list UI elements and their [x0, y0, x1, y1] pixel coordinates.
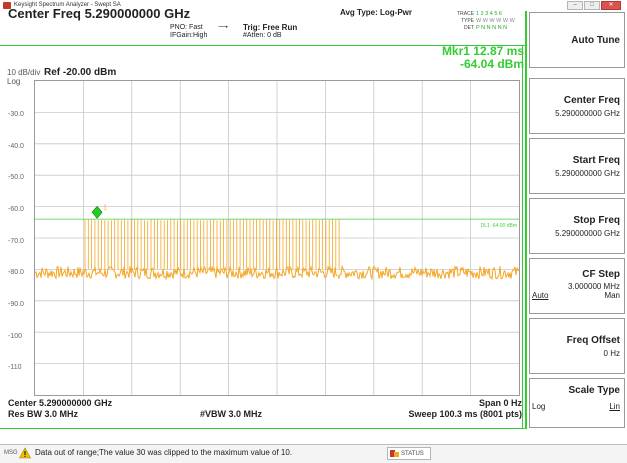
graticule-grid — [35, 81, 519, 395]
window-titlebar: Keysight Spectrum Analyzer - Swept SA – … — [0, 0, 627, 11]
spectrum-display[interactable]: DL1 -64.00 dBm 1 — [34, 80, 520, 396]
avg-type: Avg Type: Log-Pwr — [340, 8, 412, 17]
trace-label: TRACE — [457, 11, 474, 17]
display-line-label: DL1 -64.00 dBm — [481, 223, 517, 229]
softkey-title: Freq Offset — [566, 335, 620, 346]
softkey-title: Scale Type — [568, 385, 620, 396]
center-freq-title: Center Freq 5.290000000 GHz — [8, 6, 191, 21]
scale-type-log-option: Log — [532, 402, 546, 411]
status-bar: MSG Data out of range;The value 30 was c… — [0, 444, 627, 463]
frame-line-bottom — [0, 428, 525, 429]
maximize-button[interactable]: □ — [584, 1, 600, 10]
pulse-trace — [84, 219, 340, 270]
scale-mode: Log — [7, 77, 21, 86]
softkey-panel: Auto Tune Center Freq 5.290000000 GHz St… — [525, 11, 627, 429]
y-tick-label: -100 — [8, 333, 23, 340]
trace-detectors: P N N N N N — [476, 25, 508, 31]
noise-floor-trace — [34, 264, 520, 281]
msg-label: MSG — [4, 450, 18, 456]
softkey-freq-offset[interactable]: Freq Offset 0 Hz — [529, 318, 625, 374]
y-tick-label: -40.0 — [8, 143, 24, 150]
marker-diamond-icon — [91, 205, 103, 219]
scale-per-div: 10 dB/div — [7, 68, 41, 77]
y-tick-label: -50.0 — [8, 174, 24, 181]
softkey-stop-freq[interactable]: Stop Freq 5.290000000 GHz — [529, 198, 625, 254]
arrow-icon: ⟶ — [218, 24, 229, 31]
softkey-title: Auto Tune — [571, 35, 620, 46]
window-controls: – □ ✕ — [566, 1, 621, 10]
status-button-label: STATUS — [401, 451, 424, 457]
trace-numbers: 1 2 3 4 5 6 — [476, 11, 502, 17]
minimize-button[interactable]: – — [567, 1, 583, 10]
y-tick-label: -30.0 — [8, 111, 24, 118]
close-button[interactable]: ✕ — [601, 1, 621, 10]
status-button[interactable]: STATUS — [387, 447, 431, 460]
y-tick-label: -110 — [8, 364, 22, 371]
ifgain-setting: IFGain:High — [170, 32, 208, 39]
span-annotation: Span 0 Hz — [478, 398, 522, 408]
softkey-value: 3.000000 MHz — [567, 282, 620, 291]
softkey-value: 5.290000000 GHz — [555, 169, 620, 178]
app-icon — [3, 2, 11, 9]
window-title: Keysight Spectrum Analyzer - Swept SA — [14, 2, 121, 8]
softkey-value: 5.290000000 GHz — [555, 109, 620, 118]
y-tick-label: -70.0 — [8, 238, 24, 245]
softkey-cf-step[interactable]: CF Step 3.000000 MHz Auto Man — [529, 258, 625, 314]
trace-plot: DL1 -64.00 dBm 1 — [34, 81, 520, 395]
marker-readout-level: -64.04 dBm — [459, 57, 524, 71]
attenuation-setting: #Atten: 0 dB — [243, 32, 282, 39]
softkey-title: Start Freq — [572, 155, 620, 166]
softkey-title: Center Freq — [563, 95, 620, 106]
y-tick-label: -60.0 — [8, 206, 24, 213]
marker-1: 1 — [91, 204, 107, 219]
cf-step-man-option: Man — [604, 291, 620, 300]
display-line: DL1 -64.00 dBm — [35, 218, 519, 229]
vbw-annotation: #VBW 3.0 MHz — [200, 409, 263, 419]
center-frequency-annotation: Center 5.290000000 GHz — [8, 398, 113, 408]
y-tick-label: -80.0 — [8, 269, 24, 276]
trace-labels: TRACE TYPE DET — [444, 11, 474, 32]
trace-types: W W W W W W — [476, 18, 515, 24]
softkey-start-freq[interactable]: Start Freq 5.290000000 GHz — [529, 138, 625, 194]
frame-line-right — [522, 45, 523, 429]
sweep-annotation: Sweep 100.3 ms (8001 pts) — [408, 409, 522, 419]
softkey-value: 0 Hz — [603, 349, 620, 358]
ref-level: Ref -20.00 dBm — [44, 67, 117, 78]
type-label: TYPE — [460, 18, 474, 24]
y-tick-label: -90.0 — [8, 301, 24, 308]
scale-type-lin-option: Lin — [609, 402, 620, 411]
pno-setting: PNO: Fast — [170, 24, 203, 31]
marker-readout-time: Mkr1 12.87 ms — [441, 44, 524, 58]
trace-values: 1 2 3 4 5 6 W W W W W W P N N N N N — [476, 11, 515, 32]
det-label: DET — [464, 25, 474, 31]
status-message: Data out of range;The value 30 was clipp… — [35, 448, 293, 457]
trigger-setting: Trig: Free Run — [243, 23, 298, 32]
softkey-value: 5.290000000 GHz — [555, 229, 620, 238]
warning-icon — [19, 447, 31, 459]
frame-line-top — [0, 45, 525, 46]
cf-step-auto-option: Auto — [532, 291, 549, 300]
softkey-title: CF Step — [582, 269, 620, 280]
softkey-scale-type[interactable]: Scale Type Log Lin — [529, 378, 625, 428]
marker-number-label: 1 — [103, 204, 107, 211]
res-bw-annotation: Res BW 3.0 MHz — [8, 409, 79, 419]
softkey-title: Stop Freq — [573, 215, 620, 226]
softkey-center-freq[interactable]: Center Freq 5.290000000 GHz — [529, 78, 625, 134]
measurement-header: Center Freq 5.290000000 GHz PNO: Fast ⟶ … — [0, 7, 523, 47]
softkey-auto-tune[interactable]: Auto Tune — [529, 12, 625, 68]
status-icon — [390, 450, 399, 457]
